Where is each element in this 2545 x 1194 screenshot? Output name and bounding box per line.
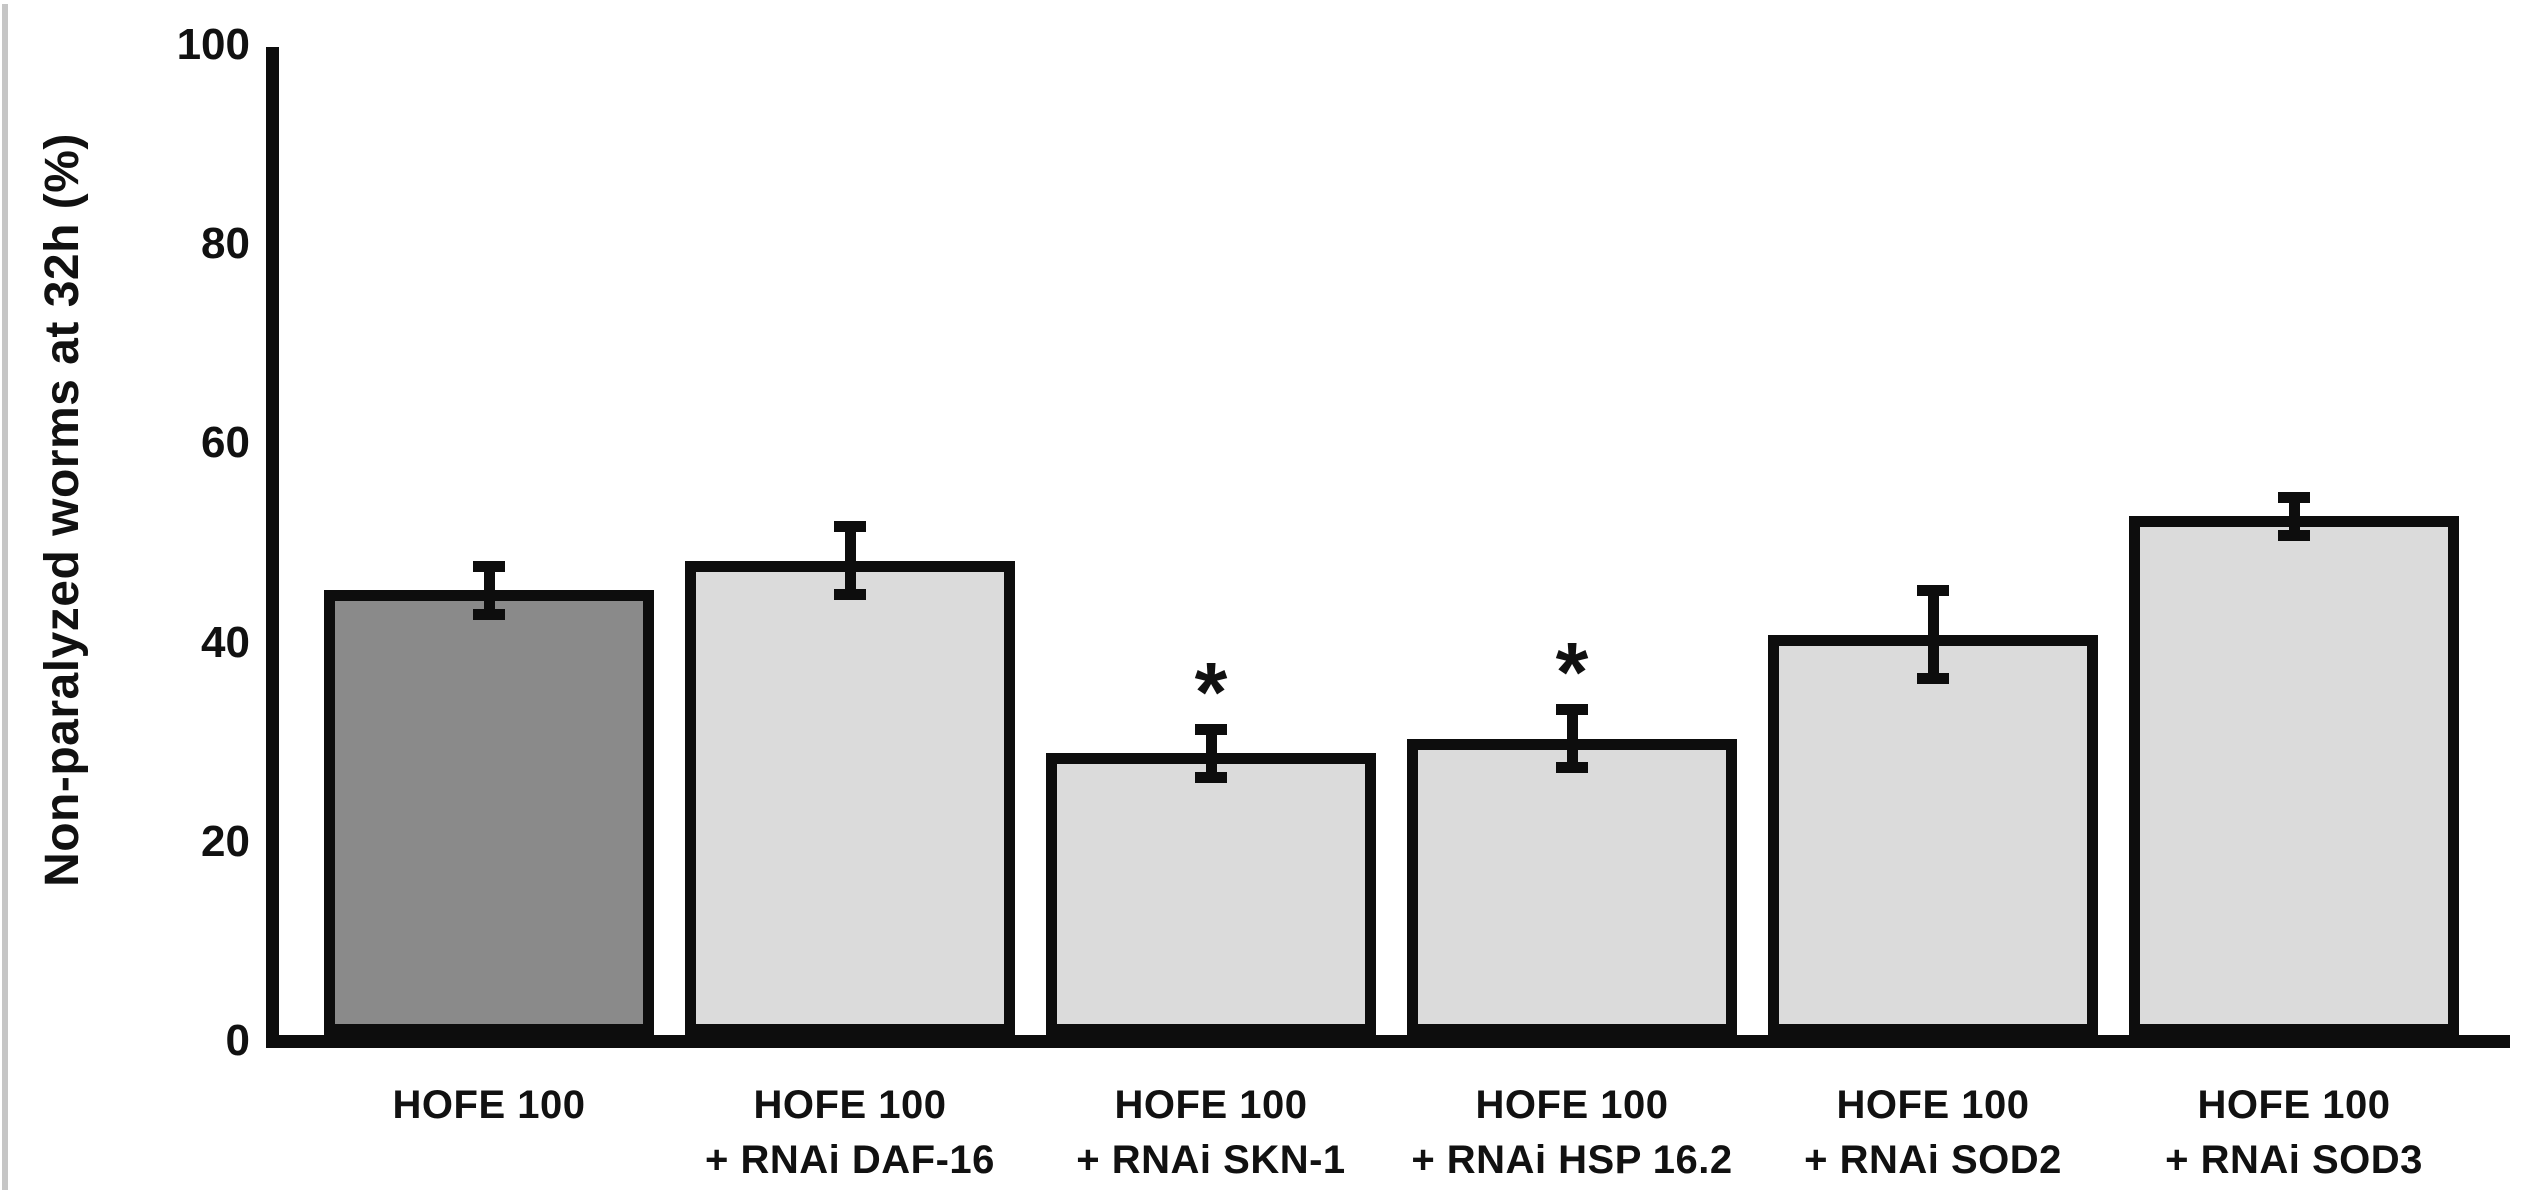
x-axis-label-line1: HOFE 100 <box>1836 1083 2030 1127</box>
error-bar <box>1917 585 1949 684</box>
y-tick-label-100: 100 <box>176 20 250 69</box>
y-tick-label-0: 0 <box>225 1016 250 1065</box>
x-axis-label-line1: HOFE 100 <box>1475 1083 1669 1127</box>
bar-6 <box>2129 516 2459 1035</box>
x-axis-label-line1: HOFE 100 <box>753 1083 947 1127</box>
error-bar-stem <box>1206 724 1217 783</box>
x-axis-label: HOFE 100 + RNAi SKN-1 <box>1001 1078 1421 1188</box>
significance-asterisk: * <box>1555 625 1589 719</box>
bar-2 <box>685 561 1015 1035</box>
bar-1 <box>324 590 654 1035</box>
error-bar-cap-bottom <box>834 589 866 600</box>
y-tick-label-80: 80 <box>201 219 250 268</box>
error-bar-stem <box>1567 704 1578 773</box>
error-bar <box>2278 492 2310 541</box>
error-bar-cap-bottom <box>1917 673 1949 684</box>
error-bar-stem <box>845 521 856 600</box>
x-axis-label-line2: + RNAi SOD2 <box>1804 1138 2062 1182</box>
y-tick-label-20: 20 <box>201 817 250 866</box>
x-axis-label-line2: + RNAi SOD3 <box>2165 1138 2423 1182</box>
x-axis-label: HOFE 100 + RNAi DAF-16 <box>640 1078 1060 1188</box>
error-bar-cap-bottom <box>1195 772 1227 783</box>
error-bar-stem <box>484 561 495 620</box>
x-axis-label-line2: + RNAi HSP 16.2 <box>1411 1138 1733 1182</box>
y-tick-label-60: 60 <box>201 418 250 467</box>
error-bar <box>834 521 866 600</box>
x-axis-label-line1: HOFE 100 <box>2197 1083 2391 1127</box>
error-bar <box>1556 704 1588 773</box>
y-tick-label-40: 40 <box>201 618 250 667</box>
x-axis-label: HOFE 100 + RNAi SOD3 <box>2084 1078 2504 1188</box>
error-bar-cap-bottom <box>2278 530 2310 541</box>
x-axis-label-line1: HOFE 100 <box>1114 1083 1308 1127</box>
error-bar <box>473 561 505 620</box>
bar-5 <box>1768 635 2098 1035</box>
x-axis-label: HOFE 100 + RNAi SOD2 <box>1723 1078 2143 1188</box>
error-bar-cap-bottom <box>1556 762 1588 773</box>
x-axis-label-line2: + RNAi DAF-16 <box>705 1138 995 1182</box>
error-bar-cap-bottom <box>473 609 505 620</box>
significance-asterisk: * <box>1194 645 1228 739</box>
plot-area: * * <box>266 47 2510 1048</box>
error-bar <box>1195 724 1227 783</box>
x-axis-label-line1: HOFE 100 <box>392 1083 586 1127</box>
y-axis-title: Non-paralyzed worms at 32h (%) <box>36 133 89 887</box>
x-axis-label: HOFE 100 <box>279 1078 699 1133</box>
error-bar-stem <box>1928 585 1939 684</box>
bar-3 <box>1046 753 1376 1035</box>
x-axis-label-line2: + RNAi SKN-1 <box>1076 1138 1346 1182</box>
x-axis-label: HOFE 100 + RNAi HSP 16.2 <box>1362 1078 1782 1188</box>
error-bar-stem <box>2289 492 2300 541</box>
scan-edge-artifact <box>2 4 8 1190</box>
bar-4 <box>1407 739 1737 1035</box>
